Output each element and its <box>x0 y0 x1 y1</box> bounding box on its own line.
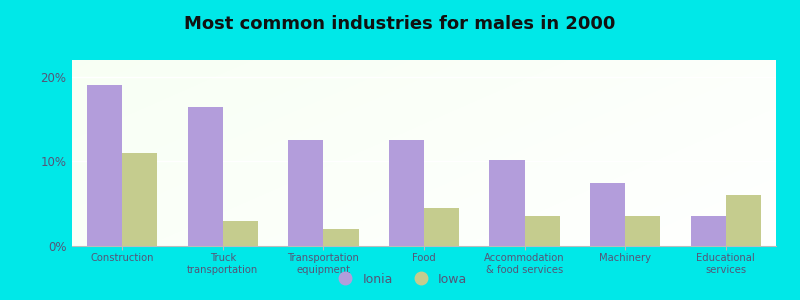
Bar <box>323 229 358 246</box>
Text: Most common industries for males in 2000: Most common industries for males in 2000 <box>184 15 616 33</box>
Bar <box>424 208 459 246</box>
Bar <box>288 140 323 246</box>
Bar <box>726 195 761 246</box>
Bar <box>690 216 726 246</box>
Bar <box>389 140 424 246</box>
Bar <box>122 153 158 246</box>
Bar <box>87 85 122 246</box>
Bar <box>223 220 258 246</box>
Bar <box>525 216 560 246</box>
Bar <box>490 160 525 246</box>
Bar <box>625 216 660 246</box>
Legend: Ionia, Iowa: Ionia, Iowa <box>328 268 472 291</box>
Bar <box>590 183 625 246</box>
Bar <box>188 106 223 246</box>
